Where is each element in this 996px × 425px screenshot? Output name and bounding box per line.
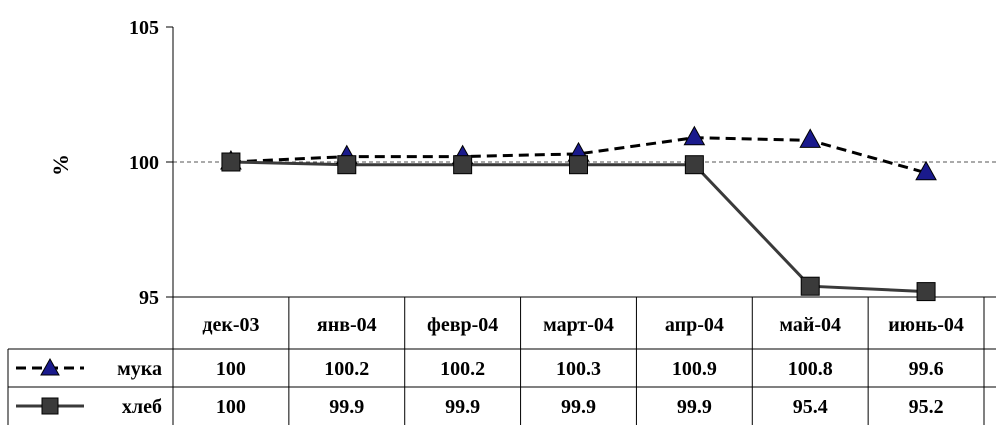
data-table-cell: 99.9 [561,396,596,418]
x-category-label: дек-03 [202,314,259,336]
data-point-square [569,155,588,175]
data-table-cell: 100.9 [672,358,717,380]
data-table-cell: 99.6 [909,358,944,380]
y-tick-label: 95 [139,287,159,309]
legend-series-name: хлеб [122,396,162,418]
data-table-cell: 100 [216,358,246,380]
x-category-label: февр-04 [427,314,498,336]
data-table-cell: 95.2 [909,396,944,418]
data-point-square [221,152,241,172]
data-point-square [684,155,704,175]
legend-marker-triangle [40,357,60,376]
data-table-cell: 99.9 [445,396,480,418]
data-point-square [453,155,473,175]
y-axis-label: % [48,154,73,176]
series-line-khleb [230,160,927,294]
x-category-label: июнь-04 [888,314,964,336]
data-point-triangle [799,128,822,148]
data-table-cell: 95.4 [793,396,828,418]
y-tick-label: 105 [129,17,159,39]
series-layer [220,125,937,302]
data-table: дек-03 янв-04 февр-04 март-04 апр-04 май-04 ию… [7,296,996,425]
legend-marker-square [41,397,59,415]
data-table-cell: 99.9 [329,396,364,418]
x-category-label: апр-04 [665,314,724,336]
data-table-cell: 100.2 [440,358,485,380]
y-tick-label: 100 [129,152,159,174]
x-category-label: март-04 [543,314,614,336]
data-point-square [916,282,936,302]
axis-layer: 95 100 105 [129,17,174,309]
data-point-square [337,155,357,175]
x-category-label: май-04 [779,314,841,336]
data-table-cell: 100 [216,396,246,418]
data-table-cell: 100.3 [556,358,601,380]
legend-series-name: мука [117,358,162,380]
data-point-triangle [915,160,937,181]
data-table-cell: 100.8 [788,358,833,380]
data-table-cell: 100.2 [324,358,369,380]
data-point-square [800,276,820,296]
data-point-triangle [683,125,706,146]
data-table-cell: 99.9 [677,396,712,418]
x-category-label: янв-04 [317,314,377,336]
